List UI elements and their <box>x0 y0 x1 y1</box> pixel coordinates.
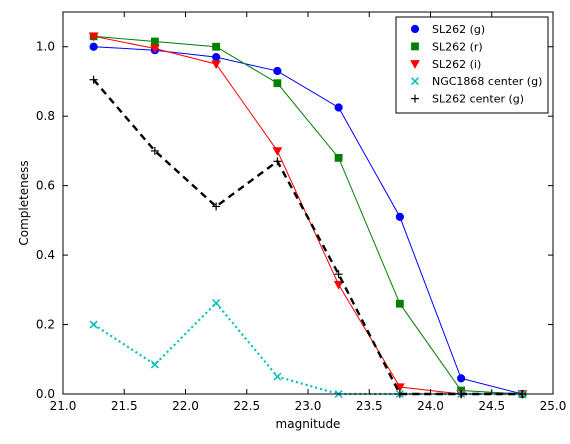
data-point-sl262-center-g <box>273 157 282 166</box>
legend-marker-sl262-r <box>411 42 419 51</box>
data-point-sl262-r <box>212 42 221 51</box>
x-tick-label: 22.0 <box>172 399 199 413</box>
series-line-sl262-r <box>93 35 523 395</box>
x-tick-label: 24.0 <box>417 399 444 413</box>
x-tick-label: 21.0 <box>50 399 77 413</box>
x-tick-label: 23.0 <box>295 399 322 413</box>
x-tick-label: 22.5 <box>233 399 260 413</box>
data-point-sl262-i <box>333 280 344 290</box>
data-point-sl262-center-g <box>212 202 221 211</box>
data-point-sl262-g <box>395 212 404 221</box>
data-point-sl262-g <box>212 53 221 62</box>
legend-label-ngc1868-center-g: NGC1868 center (g) <box>432 75 542 88</box>
data-point-sl262-r <box>334 153 343 162</box>
legend-box <box>395 16 549 114</box>
legend: SL262 (g) SL262 (r) SL262 (i) NGC1868 cente… <box>395 16 549 114</box>
x-tick-label: 21.5 <box>111 399 138 413</box>
data-point-sl262-i <box>88 32 99 42</box>
x-tick-label: 24.5 <box>478 399 505 413</box>
legend-marker-sl262-center-g <box>411 94 419 103</box>
series-ngc1868-center-g <box>89 298 527 399</box>
y-tick-label: 0.2 <box>36 318 55 332</box>
data-point-ngc1868-center-g <box>212 298 221 308</box>
data-point-sl262-g <box>334 103 343 112</box>
y-tick-label: 0.0 <box>36 387 55 401</box>
x-tick-label: 23.5 <box>356 399 383 413</box>
data-point-sl262-g <box>273 66 282 76</box>
x-tick-label: 25.0 <box>540 399 567 413</box>
legend-label-sl262-i: SL262 (i) <box>432 58 481 71</box>
legend-marker-sl262-g <box>410 24 420 34</box>
data-point-sl262-center-g <box>334 270 343 279</box>
data-point-sl262-r <box>273 79 282 88</box>
data-point-ngc1868-center-g <box>150 360 159 369</box>
data-point-sl262-i <box>150 44 160 54</box>
data-point-sl262-r <box>395 299 404 308</box>
series-sl262-center-g <box>89 75 527 398</box>
data-point-sl262-center-g <box>89 75 98 84</box>
data-point-ngc1868-center-g <box>89 320 98 329</box>
data-point-sl262-i <box>211 60 221 70</box>
data-point-sl262-center-g <box>150 146 159 155</box>
data-point-sl262-r <box>150 37 159 46</box>
ticks-layer: 21.0 21.5 22.0 22.5 23.0 23.5 24.0 24.5 25.0 0.0 0… <box>36 12 566 413</box>
y-axis-label: Completeness <box>17 160 31 245</box>
legend-marker-sl262-i <box>410 60 420 69</box>
data-point-ngc1868-center-g <box>273 372 282 381</box>
y-tick-label: 0.8 <box>36 109 55 123</box>
legend-marker-ngc1868-center-g <box>410 77 420 86</box>
data-point-sl262-g <box>457 374 466 383</box>
legend-label-sl262-r: SL262 (r) <box>432 40 483 53</box>
legend-label-sl262-g: SL262 (g) <box>432 23 485 36</box>
x-axis-label: magnitude <box>276 417 341 431</box>
y-tick-label: 1.0 <box>36 40 55 54</box>
y-tick-label: 0.6 <box>36 179 55 193</box>
legend-label-sl262-center-g: SL262 center (g) <box>432 93 524 106</box>
data-point-sl262-g <box>89 42 98 51</box>
series-line-sl262-center-g <box>92 78 523 396</box>
y-tick-label: 0.4 <box>36 248 55 262</box>
data-point-sl262-i <box>272 147 283 156</box>
